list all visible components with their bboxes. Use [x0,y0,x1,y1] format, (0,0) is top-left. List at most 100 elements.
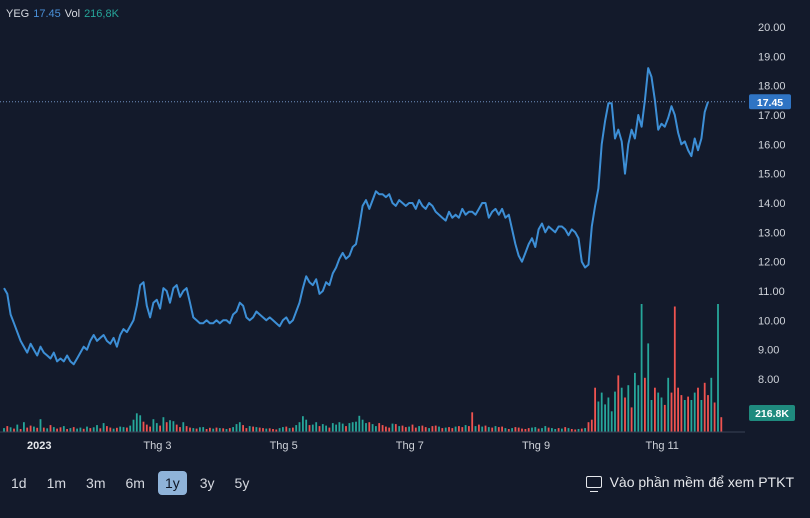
volume-bar [6,426,9,432]
open-technical-analysis-link[interactable]: Vào phần mềm để xem PTKT [585,474,794,492]
volume-bar [487,427,490,432]
volume-bar [594,387,596,432]
volume-bar [245,428,248,432]
volume-bar [56,428,58,432]
volume-bar [564,427,567,432]
x-tick-label: Thg 3 [143,440,171,452]
volume-bar [458,426,460,432]
volume-bar [242,425,244,432]
volume-bar [288,428,291,432]
period-6m[interactable]: 6m [125,475,145,491]
volume-bar [192,428,195,432]
volume-tag-text: 216.8K [755,408,789,420]
volume-bar [195,428,198,432]
volume-bar [713,402,716,432]
price-chart[interactable]: 20.00 19.00 18.00 17.00 16.00 15.00 14.00 13.00… [0,0,810,466]
volume-bar [527,428,530,432]
volume-bar [624,397,626,432]
volume-bar [9,427,12,432]
volume-bar [371,424,374,432]
volume-bar [222,428,225,432]
volume-bar [424,427,427,432]
volume-bar [710,377,713,432]
volume-bar [444,427,447,432]
volume-bar [544,426,547,432]
volume-bar [23,422,25,432]
volume-bar [149,426,151,432]
x-tick-label: Thg 11 [646,440,679,452]
volume-bar [302,416,304,432]
volume-bar [610,411,613,432]
volume-bar [295,425,298,432]
period-3y[interactable]: 3y [199,475,215,491]
period-1d[interactable]: 1d [11,475,27,491]
volume-bar [268,428,271,432]
volume-bar [394,424,397,432]
volume-bar [677,387,679,432]
period-3m[interactable]: 3m [86,475,106,491]
monitor-icon [585,476,602,492]
volume-bar [308,425,311,432]
volume-bar [36,427,39,432]
y-axis: 20.00 19.00 18.00 17.00 16.00 15.00 14.00 13.00… [758,22,786,386]
volume-bar [381,425,384,432]
volume-bar [717,304,719,432]
volume-bar [391,423,394,432]
volume-bar [305,419,308,432]
volume-bar [388,427,391,432]
volume-bar [96,425,98,432]
volume-bar [627,385,630,432]
volume-tag: 216.8K [749,405,795,421]
volume-bar [49,425,52,432]
volume-bar [52,427,55,432]
volume-bar [401,425,404,432]
volume-bar [428,428,430,432]
volume-bar [537,428,540,432]
volume-bar [272,429,274,432]
volume-bar [79,427,82,432]
volume-bar [189,427,191,432]
volume-bar [647,343,650,432]
volume-bar [321,424,324,432]
period-selector: 1d 1m 3m 6m 1y 3y 5y [4,471,256,495]
volume-bar [275,429,278,432]
volume-bar [66,429,68,432]
volume-bar [587,422,590,432]
volume-bar [584,428,586,432]
volume-bar [361,419,364,432]
volume-bar [179,427,181,432]
volume-bar [175,424,178,432]
y-tick-label: 16.00 [758,139,786,151]
volume-bar [660,397,663,432]
volume-bar [468,426,470,432]
volume-bar [92,427,95,432]
volume-bar [607,397,610,432]
period-1m[interactable]: 1m [46,475,67,491]
volume-bar [202,427,205,432]
volume-bar [292,427,294,432]
volume-bar [282,427,284,432]
period-5y[interactable]: 5y [234,475,250,491]
volume-bar [511,428,513,432]
volume-bar [461,427,464,432]
volume-bar [155,423,158,432]
volume-bar [497,427,500,432]
y-tick-label: 19.00 [758,51,786,63]
volume-bar [159,425,161,432]
volume-bar [474,426,477,432]
volume-bar [378,423,381,432]
volume-bar [102,423,105,432]
volume-bar [551,428,553,432]
period-1y[interactable]: 1y [157,471,187,495]
volume-bar [325,425,327,432]
volume-bar [335,424,337,432]
price-tag-text: 17.45 [757,97,783,109]
x-tick-label: Thg 5 [270,440,298,452]
volume-bar [135,413,138,432]
volume-bar [99,428,102,432]
y-tick-label: 17.00 [758,110,786,122]
volume-bar [82,428,85,432]
volume-bar [162,417,165,432]
y-tick-label: 11.00 [758,286,785,298]
volume-bar [680,395,683,432]
